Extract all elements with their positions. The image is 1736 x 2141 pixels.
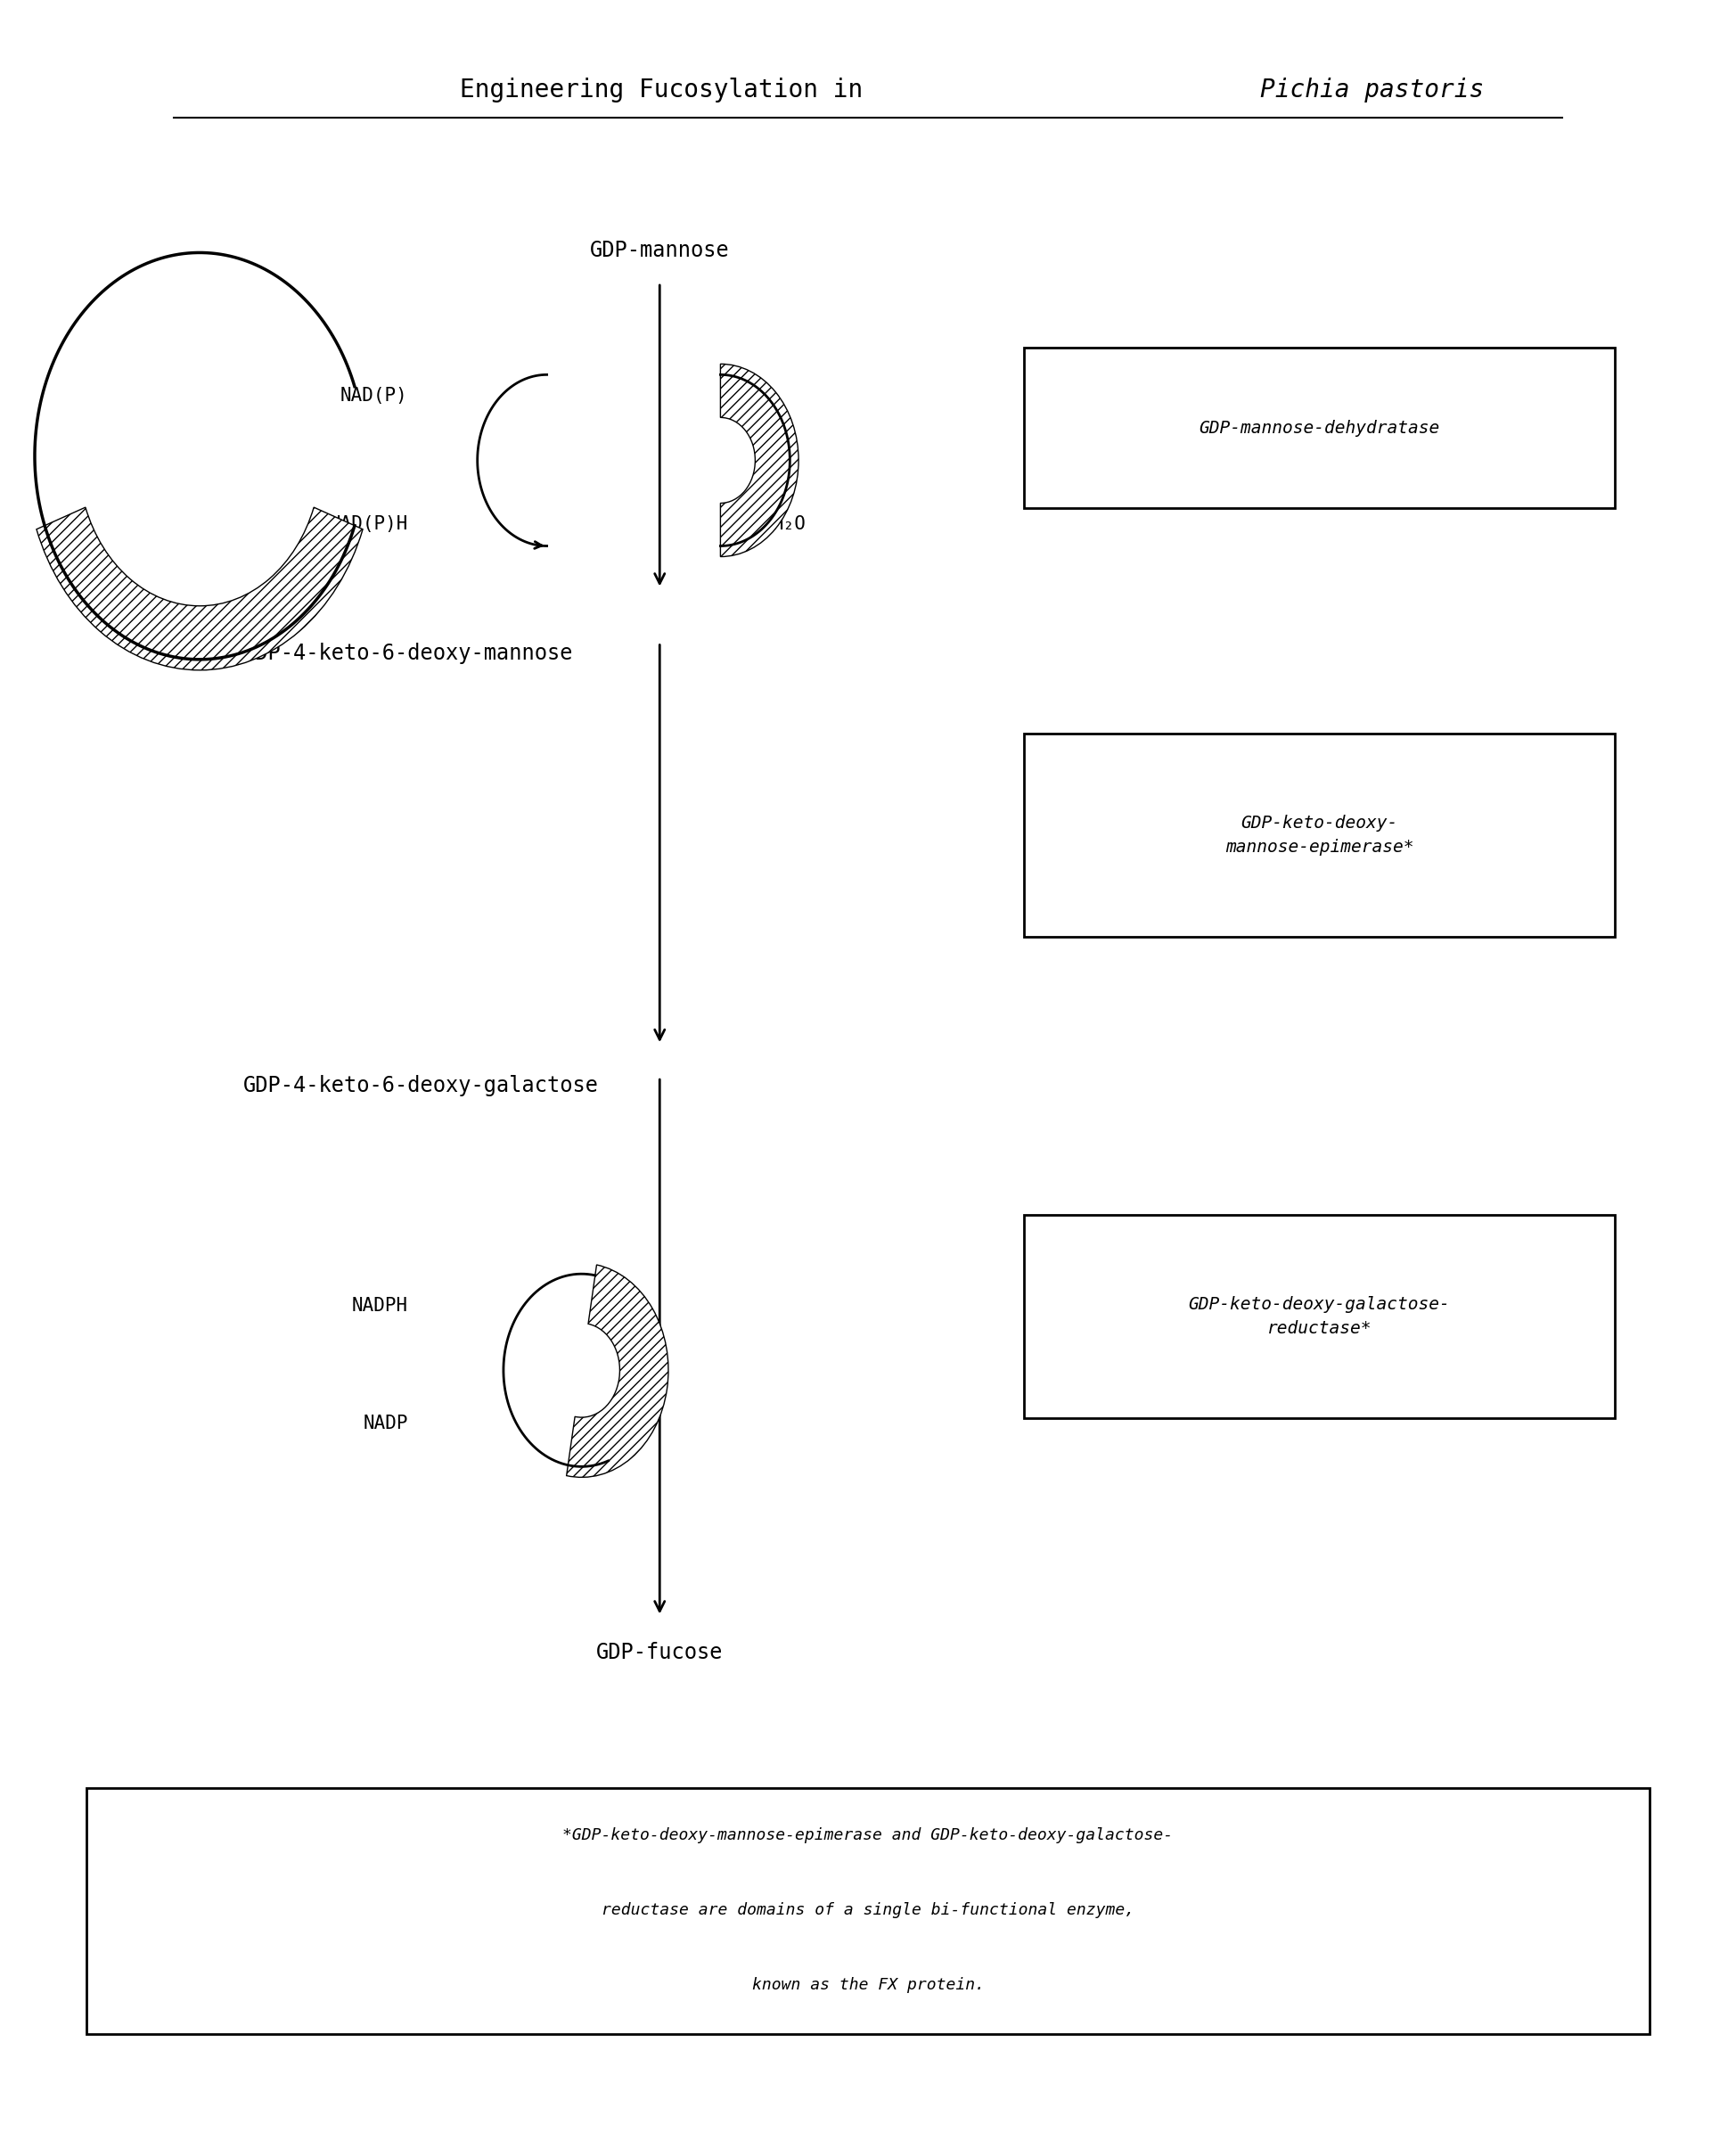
FancyBboxPatch shape <box>1024 734 1614 938</box>
Text: NADP: NADP <box>363 1415 408 1432</box>
Text: *GDP-keto-deoxy-mannose-epimerase and GDP-keto-deoxy-galactose-: *GDP-keto-deoxy-mannose-epimerase and GD… <box>562 1826 1174 1843</box>
Text: GDP-4-keto-6-deoxy-mannose: GDP-4-keto-6-deoxy-mannose <box>243 642 573 664</box>
Text: GDP-mannose: GDP-mannose <box>590 240 729 261</box>
Text: H₂O: H₂O <box>773 516 806 533</box>
Text: Pichia pastoris: Pichia pastoris <box>1260 77 1484 103</box>
Text: GDP-mannose-dehydratase: GDP-mannose-dehydratase <box>1200 420 1439 437</box>
Text: Engineering Fucosylation in: Engineering Fucosylation in <box>460 77 878 103</box>
Text: GDP-keto-deoxy-galactose-
reductase*: GDP-keto-deoxy-galactose- reductase* <box>1189 1297 1450 1336</box>
Text: NADPH: NADPH <box>352 1297 408 1315</box>
Text: GDP-4-keto-6-deoxy-galactose: GDP-4-keto-6-deoxy-galactose <box>243 1075 599 1096</box>
Text: GDP-keto-deoxy-
mannose-epimerase*: GDP-keto-deoxy- mannose-epimerase* <box>1226 816 1413 854</box>
FancyBboxPatch shape <box>1024 1216 1614 1419</box>
Text: NAD(P)H: NAD(P)H <box>330 516 408 533</box>
Wedge shape <box>566 1265 668 1477</box>
Text: reductase are domains of a single bi-functional enzyme,: reductase are domains of a single bi-fun… <box>601 1901 1135 1918</box>
Text: known as the FX protein.: known as the FX protein. <box>752 1976 984 1993</box>
FancyBboxPatch shape <box>1024 349 1614 510</box>
Text: GDP-fucose: GDP-fucose <box>595 1642 724 1664</box>
FancyBboxPatch shape <box>87 1788 1649 2034</box>
Text: NAD(P): NAD(P) <box>340 388 408 405</box>
Wedge shape <box>720 364 799 557</box>
Wedge shape <box>36 507 363 670</box>
